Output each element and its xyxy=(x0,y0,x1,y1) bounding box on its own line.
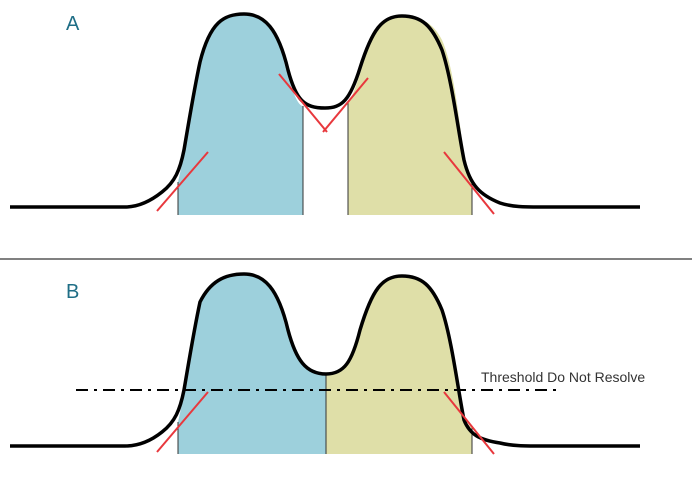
panel-a-label: A xyxy=(66,13,80,35)
panel-a-tangent-valley-left xyxy=(278,73,328,133)
panel-b: B Threshold Do Not Resolve xyxy=(10,272,645,455)
panel-a-curve xyxy=(10,12,640,209)
panel-a-right-peak-area xyxy=(348,16,472,215)
panel-a-tangent-right-outer xyxy=(443,151,495,215)
panel-b-label: B xyxy=(66,281,79,303)
panel-a: A xyxy=(10,12,640,215)
panel-b-threshold-label: Threshold Do Not Resolve xyxy=(481,369,645,385)
panel-b-right-peak-area xyxy=(326,276,472,454)
panel-b-tangent-left-outer xyxy=(156,391,209,453)
panel-a-tangent-valley-right xyxy=(322,77,369,133)
panel-b-tangent-right-outer xyxy=(443,391,495,455)
panel-b-left-peak-area xyxy=(178,274,326,454)
panel-a-tangent-left-outer xyxy=(156,151,209,212)
panel-a-left-peak-area xyxy=(178,14,303,215)
